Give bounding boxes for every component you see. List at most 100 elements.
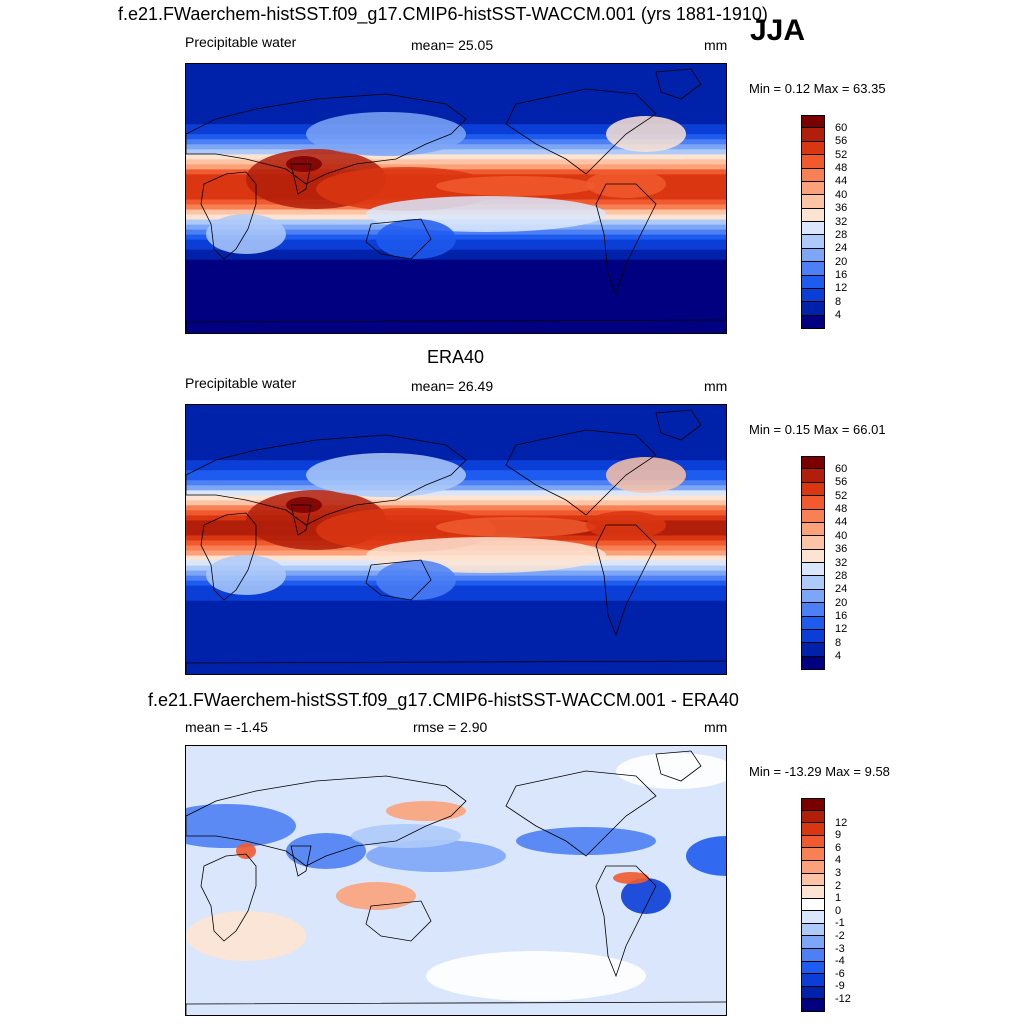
colorbar-swatch	[801, 860, 825, 874]
coastline	[186, 775, 467, 867]
field-band	[186, 500, 726, 506]
colorbar-swatch	[801, 509, 825, 523]
field-band	[186, 249, 726, 256]
field-band	[186, 284, 726, 291]
colorbar-tick-label: 1	[835, 892, 842, 905]
colorbar-tick-label: 44	[835, 175, 848, 188]
field-band	[186, 455, 726, 461]
field-band	[186, 264, 726, 271]
colorbar-swatch	[801, 911, 825, 924]
panel1-title: f.e21.FWaerchem-histSST.f09_g17.CMIP6-hi…	[118, 4, 768, 24]
field-feature	[236, 843, 256, 859]
field-feature	[606, 116, 686, 152]
field-band	[186, 420, 726, 426]
colorbar-tick-label: 9	[835, 829, 842, 842]
colorbar-tick-label: 56	[835, 135, 848, 148]
colorbar-swatch	[801, 168, 825, 182]
field-band	[186, 244, 726, 251]
colorbar-tick-label: 8	[835, 295, 842, 308]
field-band	[186, 670, 726, 674]
field-feature	[613, 872, 649, 884]
field-band	[186, 104, 726, 110]
colorbar-tick-label: 4	[835, 309, 842, 322]
colorbar-tick-label: 48	[835, 162, 848, 174]
coastline	[365, 218, 432, 260]
panel1-units-label: mm	[704, 37, 728, 53]
colorbar-swatch	[801, 576, 825, 590]
colorbar-swatch	[801, 798, 825, 811]
field-feature	[376, 219, 456, 259]
panel2-mean-label: mean= 26.49	[411, 378, 494, 394]
field-band	[186, 329, 726, 333]
colorbar-swatch	[801, 456, 825, 470]
field-feature	[386, 801, 466, 821]
field-band	[186, 319, 726, 326]
field-band	[186, 229, 726, 236]
colorbar-tick-label: 32	[835, 556, 848, 569]
coastline	[290, 504, 312, 536]
field-feature	[336, 882, 416, 910]
colorbar-swatch	[801, 315, 825, 329]
field-band	[186, 600, 726, 607]
coastline	[186, 1001, 726, 1015]
colorbar-tick-label: 60	[835, 462, 848, 475]
colorbar-tick-label: -6	[835, 967, 845, 980]
coastline	[186, 434, 467, 526]
field-band	[186, 415, 726, 421]
coastline	[290, 163, 312, 195]
field-band	[186, 294, 726, 301]
field-band	[186, 279, 726, 286]
colorbar-swatch	[801, 208, 825, 222]
panel1-variable-label: Precipitable water	[185, 34, 297, 50]
field-band	[186, 159, 726, 165]
field-feature	[621, 878, 671, 914]
colorbar-swatch	[801, 128, 825, 142]
field-band	[186, 640, 726, 647]
colorbar-swatch	[801, 810, 825, 824]
colorbar-tick-label: 2	[835, 879, 842, 892]
field-band	[186, 74, 726, 80]
field-band	[186, 630, 726, 637]
field-band	[186, 299, 726, 306]
field-band	[186, 655, 726, 662]
colorbar-swatch	[801, 235, 825, 249]
field-band	[186, 615, 726, 622]
field-band	[186, 154, 726, 160]
field-band	[186, 645, 726, 652]
colorbar-tick-label: 52	[835, 489, 848, 502]
field-band	[186, 405, 726, 411]
colorbar-tick-label: 28	[835, 569, 848, 582]
field-band	[186, 309, 726, 316]
colorbar-swatch	[801, 115, 825, 129]
colorbar-tick-label: 60	[835, 121, 848, 134]
colorbar-tick-label: 16	[835, 610, 848, 622]
field-feature	[186, 804, 296, 848]
coastline	[186, 319, 726, 333]
field-band	[186, 149, 726, 155]
colorbar-swatch	[801, 549, 825, 563]
colorbar-swatch	[801, 936, 825, 950]
colorbar-tick-label: 6	[835, 841, 842, 854]
panel3-minmax-label: Min = -13.29 Max = 9.58	[749, 764, 890, 779]
field-band	[186, 430, 726, 436]
colorbar-tick-label: 12	[835, 282, 848, 295]
coastline	[200, 512, 257, 601]
colorbar-tick-label: 8	[835, 636, 842, 649]
field-band	[186, 119, 726, 125]
colorbar-swatch	[801, 656, 825, 670]
field-band	[186, 585, 726, 592]
colorbar-swatch	[801, 469, 825, 483]
field-band	[186, 304, 726, 311]
colorbar-tick-label: 24	[835, 242, 848, 255]
colorbar-tick-label: 40	[835, 188, 848, 201]
field-band	[186, 410, 726, 416]
colorbar-tick-label: 4	[835, 650, 842, 663]
field-band	[186, 64, 726, 70]
colorbar-swatch	[801, 522, 825, 537]
colorbar-tick-label: -4	[835, 955, 845, 968]
field-band	[186, 84, 726, 90]
colorbar-swatch	[801, 141, 825, 156]
panel2-colorbar: 4 8 12 16 20 24 28 32 36 40 44 48 52 56 60	[801, 456, 847, 670]
field-band	[186, 505, 726, 511]
colorbar-swatch	[801, 181, 825, 196]
